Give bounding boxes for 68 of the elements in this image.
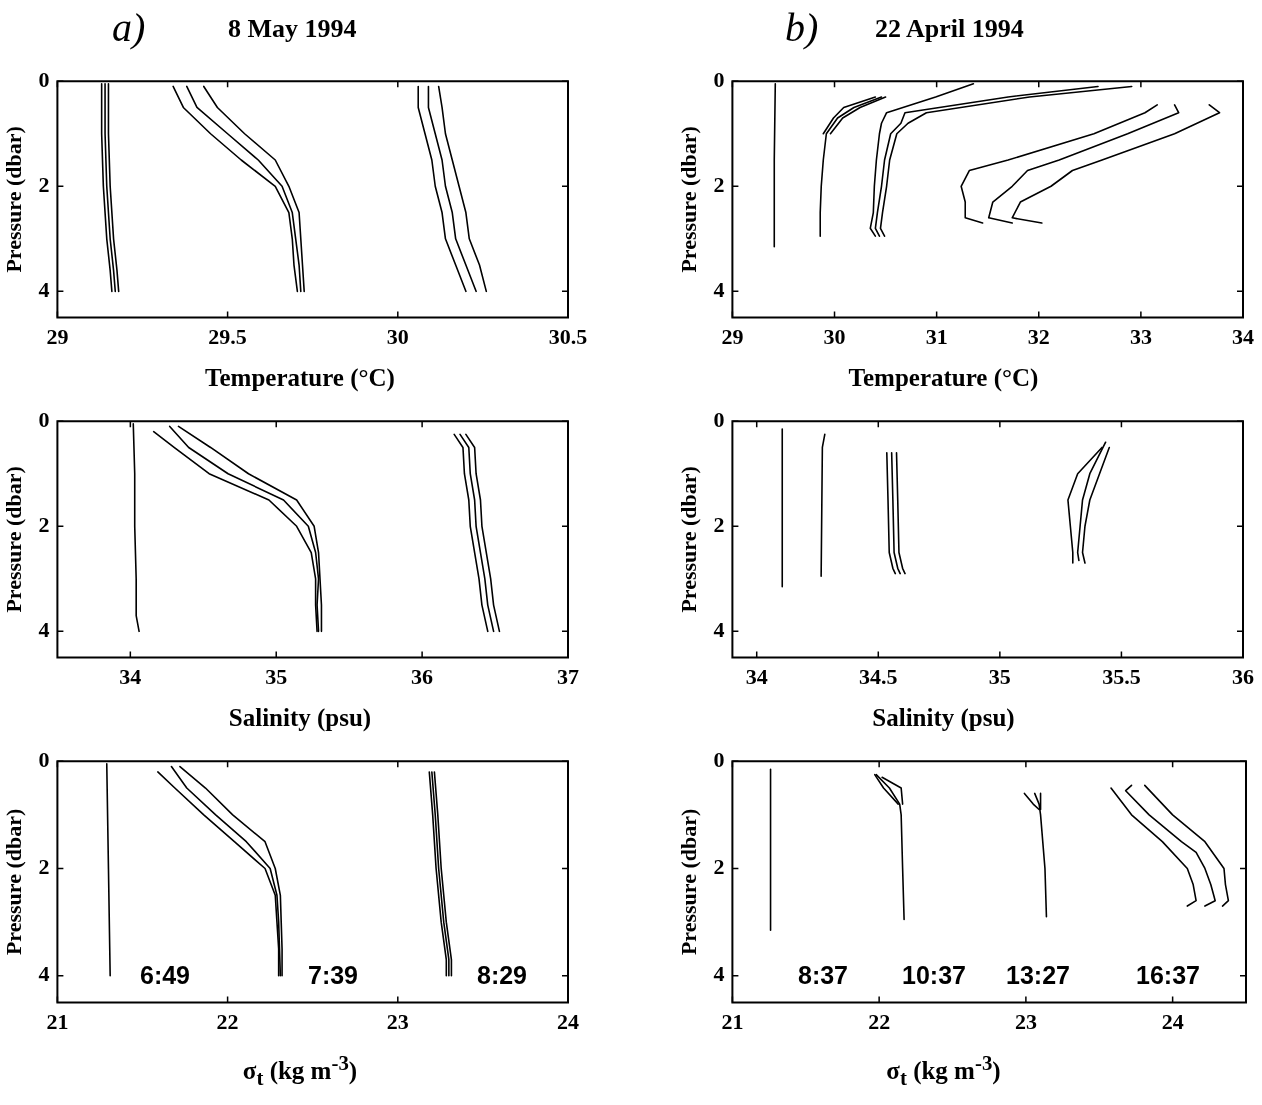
- y-tick-label: 4: [38, 277, 50, 303]
- x-tick-label: 24: [557, 1009, 579, 1035]
- x-axis-title: σ$_{t}$ (kg m$^{-3}$): [241, 1050, 359, 1091]
- annotation: 6:49: [139, 961, 191, 990]
- y-tick-label: 2: [713, 854, 725, 880]
- y-axis-title: Pressure (dbar): [0, 466, 26, 613]
- x-tick-label: 36: [411, 664, 434, 690]
- x-tick-label: 34.5: [859, 664, 898, 690]
- y-tick-label: 0: [713, 746, 725, 772]
- text: b): [785, 4, 819, 51]
- y-tick-label: 0: [713, 406, 725, 432]
- x-tick-label: 29.5: [208, 324, 247, 350]
- x-tick-label: 29: [721, 324, 744, 350]
- x-tick-label: 30: [823, 324, 846, 350]
- x-axis-title: Temperature (°C): [847, 363, 1040, 393]
- x-tick-label: 37: [557, 664, 579, 690]
- y-tick-label: 4: [713, 277, 725, 303]
- y-tick-label: 2: [713, 511, 725, 537]
- y-tick-label: 4: [713, 961, 725, 987]
- y-tick-label: 4: [713, 617, 725, 643]
- x-tick-label: 30.5: [548, 324, 588, 350]
- x-tick-label: 21: [721, 1009, 744, 1035]
- chart-title: 8 May 1994: [228, 14, 357, 44]
- y-axis-title: Pressure (dbar): [675, 126, 701, 273]
- annotation: 13:27: [1006, 961, 1070, 990]
- y-tick-label: 2: [38, 171, 50, 197]
- annotation: 8:29: [476, 961, 528, 990]
- x-tick-label: 23: [1014, 1009, 1037, 1035]
- annotation: 16:37: [1136, 961, 1200, 990]
- annotation: 10:37: [902, 961, 966, 990]
- y-tick-label: 2: [713, 171, 725, 197]
- x-tick-label: 30: [386, 324, 409, 350]
- y-tick-label: 2: [38, 854, 50, 880]
- y-tick-label: 0: [38, 66, 50, 92]
- x-tick-label: 21: [46, 1009, 69, 1035]
- y-tick-label: 4: [38, 961, 50, 987]
- x-tick-label: 36: [1232, 664, 1254, 690]
- x-tick-label: 34: [745, 664, 768, 690]
- x-axis-title: σ$_{t}$ (kg m$^{-3}$): [885, 1050, 1002, 1091]
- y-axis-title: Pressure (dbar): [675, 808, 701, 956]
- y-tick-label: 0: [713, 66, 725, 92]
- y-axis-title: Pressure (dbar): [0, 126, 26, 273]
- x-tick-label: 34: [119, 664, 142, 690]
- x-axis-title: Salinity (psu): [871, 703, 1016, 734]
- x-tick-label: 23: [386, 1009, 409, 1035]
- x-axis-title: Salinity (psu): [227, 703, 373, 734]
- x-tick-label: 35: [988, 664, 1011, 690]
- x-tick-label: 29: [46, 324, 69, 350]
- y-tick-label: 2: [38, 511, 50, 537]
- x-tick-label: 33: [1129, 324, 1152, 350]
- x-tick-label: 35.5: [1102, 664, 1141, 690]
- annotation: 7:39: [307, 961, 359, 990]
- x-tick-label: 32: [1027, 324, 1050, 350]
- x-tick-label: 22: [216, 1009, 239, 1035]
- y-axis-title: Pressure (dbar): [675, 466, 701, 613]
- x-tick-label: 31: [925, 324, 948, 350]
- text: a): [112, 4, 146, 51]
- x-tick-label: 22: [868, 1009, 891, 1035]
- x-tick-label: 35: [265, 664, 288, 690]
- y-tick-label: 4: [38, 617, 50, 643]
- x-tick-label: 34: [1232, 324, 1254, 350]
- annotation: 8:37: [797, 961, 849, 990]
- y-tick-label: 0: [38, 746, 50, 772]
- x-tick-label: 24: [1161, 1009, 1184, 1035]
- y-tick-label: 0: [38, 406, 50, 432]
- x-axis-title: Temperature (°C): [204, 363, 396, 394]
- y-axis-title: Pressure (dbar): [0, 808, 26, 956]
- chart-title: 22 April 1994: [875, 14, 1024, 44]
